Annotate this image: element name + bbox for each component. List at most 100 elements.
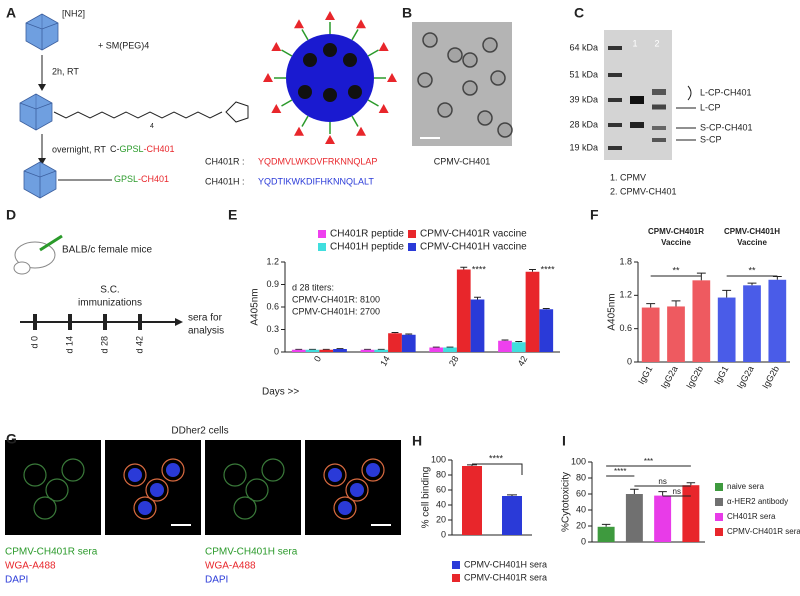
error-bar [501,339,509,341]
bar [456,269,471,352]
pentamer [303,53,317,67]
linker [351,115,359,127]
virus-icon [19,93,53,131]
linker [301,29,309,41]
legend-label: CH401H peptide [330,242,404,253]
peptide-mark [325,135,335,144]
virus-icon [23,161,57,199]
product: GPSL-CH401 [114,174,169,184]
peptide-mark [294,126,304,136]
stain-label: WGA-A488 [205,561,256,572]
pentamer [323,88,337,102]
y-tick-label: 0 [441,529,446,539]
peptide-part: GPSL [120,144,144,154]
event: immunizations [78,298,142,309]
reagent: + SM(PEG)4 [98,40,149,50]
bar [305,349,320,352]
bar [388,333,402,352]
gel-bands [608,46,666,150]
y-tick-label: 1.2 [266,256,279,266]
y-tick-label: 60 [576,488,586,498]
y-tick-label: 0.9 [266,279,279,289]
panel-label: G [6,431,17,447]
peptide-mark [387,73,397,82]
bar [462,466,482,535]
annotation: ** [672,265,680,275]
nucleus [350,483,364,497]
legend-swatch [715,528,723,536]
error-bar [747,282,757,286]
error-bar [405,333,413,335]
timeline-tick [103,314,107,330]
legend-swatch [318,230,326,238]
panel-label: F [590,207,599,223]
y-tick-label: 1.2 [619,290,632,300]
panel-label: E [228,207,237,223]
peptide-part: C- [110,144,120,154]
particle [497,122,513,138]
cell [261,458,285,482]
sequence: YQDMVLWKDVFRKNNQLAP [258,156,377,166]
legend-label: CPMV-CH401H vaccine [420,242,527,253]
bar [597,526,615,542]
error-bar [391,332,399,334]
bar [743,285,761,362]
error-bar [474,296,481,300]
particle [437,102,453,118]
band-label: L-CP [700,102,721,112]
y-tick-label: 0 [627,356,632,366]
cell [361,458,385,482]
arrow-head [38,84,46,91]
bar [470,299,485,352]
stain-label: CPMV-CH401R sera [5,547,98,558]
protein-band [652,89,666,95]
annotation: **** [541,264,556,274]
bar [682,485,700,542]
stain-label: CPMV-CH401H sera [205,547,298,558]
caption: CPMV-CH401 [434,156,491,166]
panel-label: I [562,433,566,449]
mouse-strain: BALB/c female mice [62,245,152,256]
bar [319,349,334,352]
peptide-mark [378,42,389,51]
particle [482,37,498,53]
sequence: YQDTIKWKDIFHKNNQLALT [258,176,374,186]
maleimide [225,101,249,123]
y-axis-label: A405nm [607,293,618,330]
day-label: d 42 [134,336,144,354]
bar [291,349,306,352]
peg-n: 4 [150,123,154,130]
step-label: 2h, RT [52,66,79,76]
stain-label: DAPI [205,575,228,586]
linker [53,111,223,119]
bar [511,342,526,352]
cell [233,496,257,520]
group-title: Vaccine [737,238,767,247]
error-bar [601,523,611,527]
y-axis-label: %Cytotoxicity [561,472,572,532]
legend-swatch [715,513,723,521]
particle [462,52,478,68]
y-tick-label: 20 [576,520,586,530]
nucleus [128,468,142,482]
linker [281,49,293,57]
y-tick-label: 0.3 [266,324,279,334]
sequence-name: CH401H : [205,176,245,186]
y-tick-label: 0.6 [266,301,279,311]
bar [443,347,457,352]
product-part: -CH401 [138,174,169,184]
annotation: ** [748,265,756,275]
peptide-mark [271,104,282,113]
legend-swatch [318,243,326,251]
peptide: C-GPSL-CH401 [110,144,175,154]
bar [539,309,554,352]
annotation: *** [644,457,653,466]
error-bar [671,300,681,307]
legend-swatch [408,230,416,238]
legend-swatch [408,243,416,251]
confocal-images [5,440,401,535]
pentamer [323,43,337,57]
legend-swatch [715,498,723,506]
stain-label: WGA-A488 [5,561,56,572]
